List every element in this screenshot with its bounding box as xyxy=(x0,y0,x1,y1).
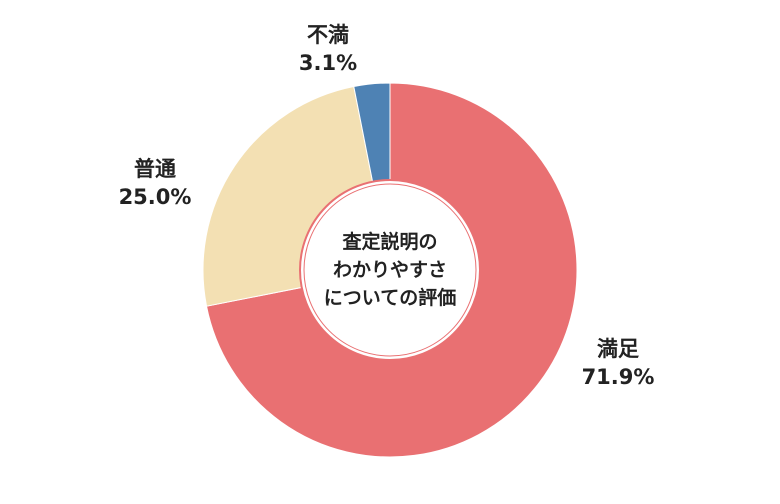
slice-value-manzoku: 71.9% xyxy=(582,365,655,389)
center-label-line-2: わかりやすさ xyxy=(333,259,447,281)
slice-name-manzoku: 満足 xyxy=(597,337,639,361)
center-disc xyxy=(299,179,481,361)
slice-value-futsuu: 25.0% xyxy=(119,185,192,209)
center-ring xyxy=(303,183,477,357)
slice-name-futsuu: 普通 xyxy=(134,157,176,181)
center-label-line-1: 査定説明の xyxy=(341,230,437,253)
slice-value-fuman: 3.1% xyxy=(299,51,357,75)
center-label-line-3: についての評価 xyxy=(324,286,456,309)
slice-name-fuman: 不満 xyxy=(307,23,349,47)
slices-group xyxy=(202,82,578,458)
